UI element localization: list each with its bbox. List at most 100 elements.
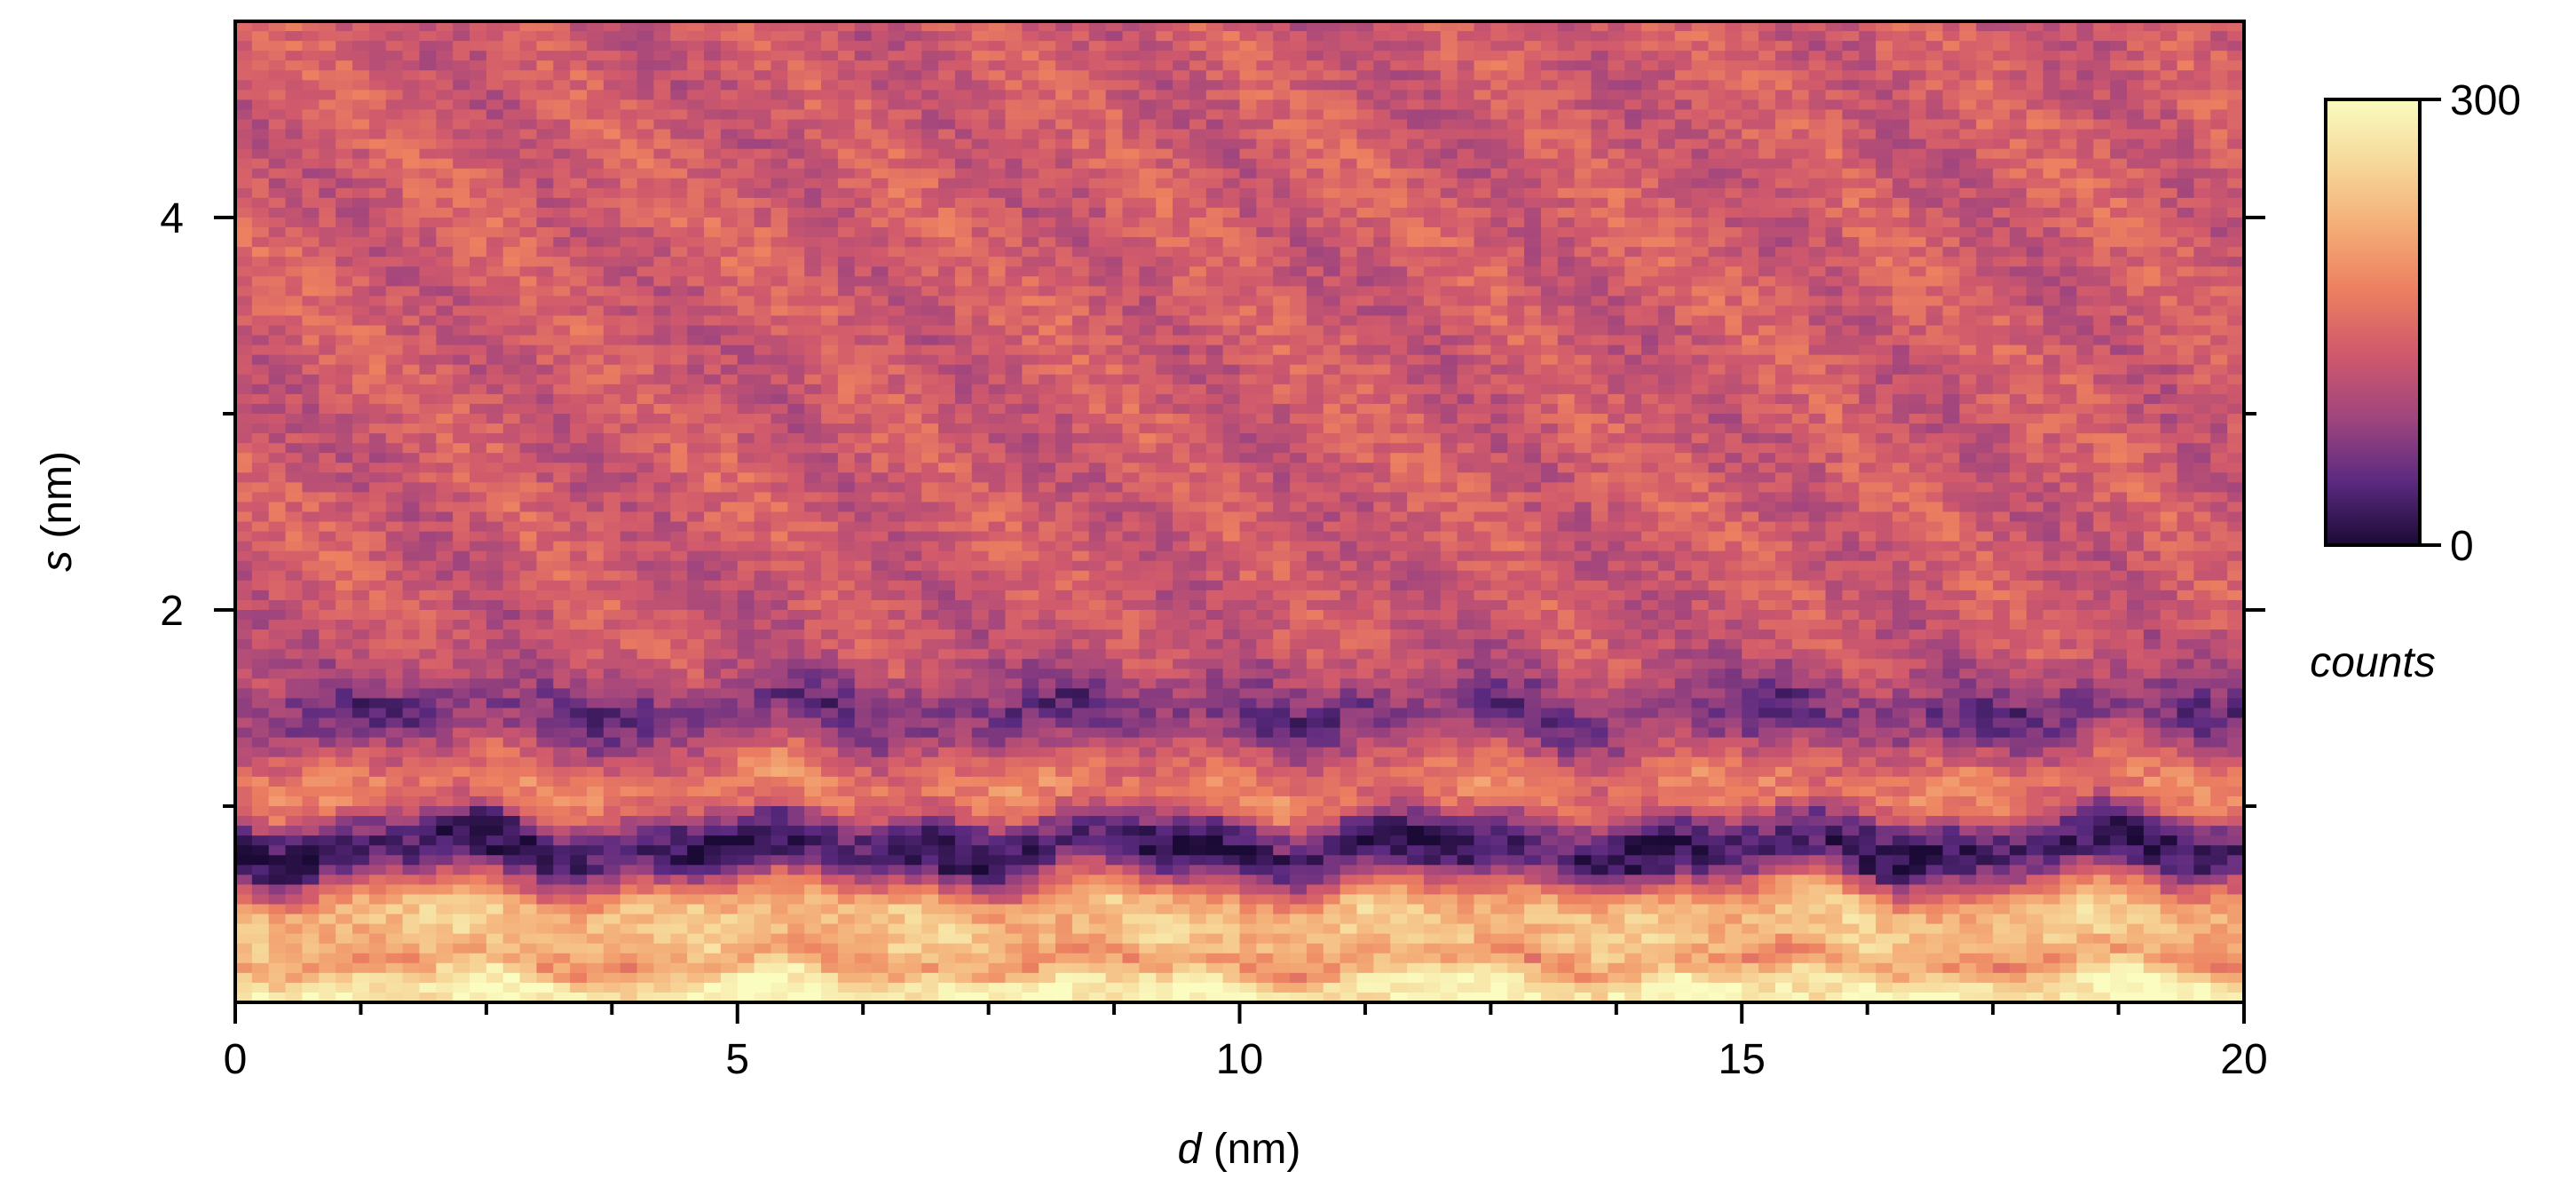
heatmap-cell (319, 129, 336, 140)
heatmap-cell (570, 403, 588, 415)
heatmap-cell (553, 286, 571, 297)
heatmap-cell (971, 109, 990, 121)
heatmap-cell (1758, 315, 1776, 327)
heatmap-cell (1892, 325, 1910, 336)
heatmap-cell (770, 207, 788, 218)
heatmap-cell (954, 364, 973, 376)
heatmap-cell (1591, 119, 1608, 131)
heatmap-cell (235, 305, 253, 317)
heatmap-cell (319, 335, 336, 346)
heatmap-cell (1490, 364, 1508, 376)
heatmap-cell (2110, 41, 2128, 51)
heatmap-cell (921, 197, 939, 209)
heatmap-cell (402, 60, 421, 71)
heatmap-cell (1139, 414, 1157, 424)
heatmap-cell (302, 403, 320, 415)
heatmap-cell (938, 158, 956, 170)
heatmap-cell (2009, 276, 2027, 287)
heatmap-cell (368, 423, 387, 434)
heatmap-cell (1306, 276, 1324, 287)
heatmap-cell (1071, 187, 1090, 199)
heatmap-cell (1908, 237, 1927, 248)
heatmap-cell (1339, 31, 1358, 42)
heatmap-cell (285, 286, 304, 297)
heatmap-cell (1323, 384, 1341, 395)
heatmap-cell (251, 70, 270, 81)
heatmap-cell (1591, 305, 1608, 317)
heatmap-cell (905, 414, 922, 424)
heatmap-cell (1758, 197, 1776, 209)
heatmap-cell (636, 393, 655, 405)
heatmap-cell (285, 296, 304, 307)
heatmap-cell (1373, 325, 1391, 336)
heatmap-cell (837, 178, 856, 189)
heatmap-cell (1774, 80, 1793, 91)
heatmap-cell (1256, 51, 1274, 61)
heatmap-cell (720, 207, 739, 218)
heatmap-cell (1557, 296, 1576, 307)
heatmap-cell (536, 403, 554, 415)
heatmap-cell (954, 187, 973, 199)
heatmap-cell (821, 21, 839, 32)
heatmap-cell (871, 148, 889, 160)
heatmap-cell (1256, 21, 1274, 32)
heatmap-cell (570, 41, 588, 51)
heatmap-cell (1306, 119, 1324, 131)
heatmap-cell (1139, 51, 1157, 61)
heatmap-cell (1742, 286, 1759, 297)
heatmap-cell (1791, 197, 1810, 209)
heatmap-cell (670, 393, 688, 405)
heatmap-cell (1641, 109, 1659, 121)
heatmap-cell (536, 344, 554, 356)
heatmap-cell (821, 286, 839, 297)
heatmap-cell (470, 129, 487, 140)
heatmap-cell (268, 296, 287, 307)
heatmap-cell (720, 158, 739, 170)
heatmap-cell (502, 227, 521, 238)
heatmap-cell (2193, 384, 2211, 395)
heatmap-cell (1758, 148, 1776, 160)
heatmap-cell (1540, 414, 1559, 424)
heatmap-cell (1892, 276, 1910, 287)
heatmap-cell (720, 384, 739, 395)
heatmap-cell (1055, 148, 1073, 160)
heatmap-cell (1591, 99, 1608, 111)
heatmap-cell (1390, 197, 1408, 209)
heatmap-cell (336, 335, 353, 346)
heatmap-cell (1423, 21, 1442, 32)
heatmap-cell (319, 296, 336, 307)
heatmap-cell (1808, 325, 1827, 336)
heatmap-cell (1859, 315, 1877, 327)
heatmap-cell (1591, 414, 1608, 424)
heatmap-cell (1892, 354, 1910, 366)
heatmap-cell (687, 31, 705, 42)
heatmap-cell (720, 374, 739, 385)
heatmap-cell (1791, 257, 1810, 267)
heatmap-cell (837, 227, 856, 238)
heatmap-cell (905, 374, 922, 385)
heatmap-cell (837, 187, 856, 199)
heatmap-cell (1356, 393, 1374, 405)
heatmap-cell (1808, 266, 1827, 277)
heatmap-cell (1908, 266, 1927, 277)
heatmap-cell (553, 305, 571, 317)
heatmap-cell (1189, 138, 1207, 150)
heatmap-cell (1474, 218, 1491, 228)
heatmap-cell (1859, 325, 1877, 336)
heatmap-cell (1088, 218, 1107, 228)
heatmap-cell (1624, 403, 1642, 415)
heatmap-cell (1239, 227, 1257, 238)
heatmap-cell (1825, 99, 1843, 111)
heatmap-cell (519, 384, 538, 395)
heatmap-cell (837, 21, 856, 32)
heatmap-cell (553, 109, 571, 121)
heatmap-cell (1691, 31, 1710, 42)
heatmap-cell (670, 187, 688, 199)
heatmap-cell (1507, 335, 1525, 346)
heatmap-cell (1139, 60, 1157, 71)
heatmap-cell (1674, 257, 1693, 267)
heatmap-cell (1105, 178, 1124, 189)
heatmap-cell (988, 335, 1007, 346)
heatmap-cell (1022, 99, 1039, 111)
heatmap-cell (352, 70, 370, 81)
